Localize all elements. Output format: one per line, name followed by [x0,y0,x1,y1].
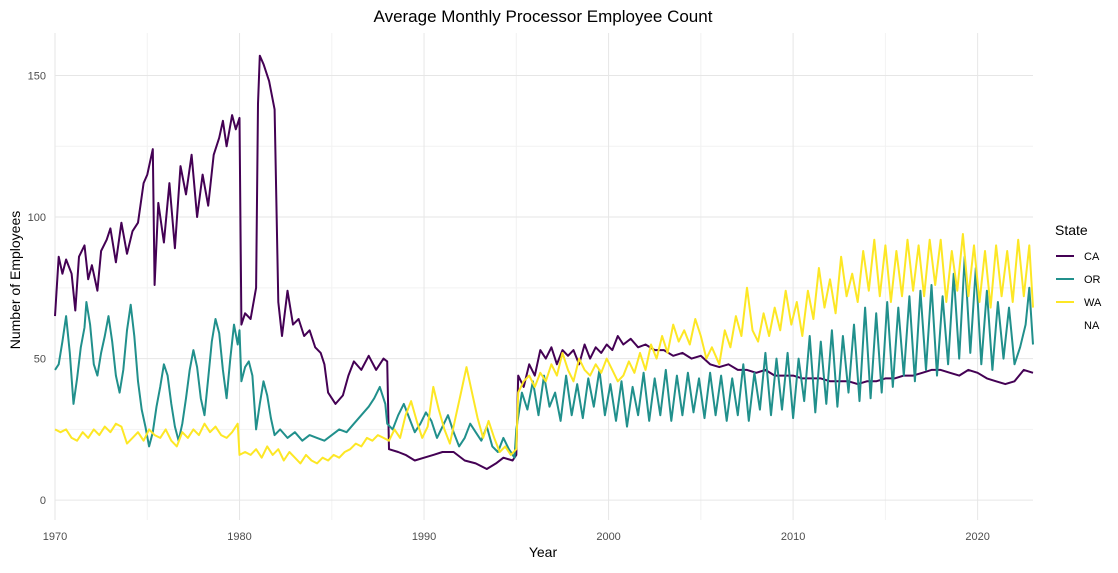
x-tick-label: 2000 [596,531,620,543]
grid [54,33,1033,520]
series-line-wa [54,233,1034,465]
chart-title: Average Monthly Processor Employee Count [374,7,713,26]
y-tick-label: 100 [28,212,46,224]
x-tick-label: 1990 [412,531,436,543]
axes: 1970 1980 1990 2000 2010 2020 0 50 100 150 [28,70,990,543]
x-tick-label: 2020 [965,531,989,543]
legend-label-ca: CA [1084,251,1100,263]
legend-label-na: NA [1084,320,1100,332]
legend-label-wa: WA [1084,297,1102,309]
legend-label-or: OR [1084,274,1101,286]
x-tick-label: 1980 [227,531,251,543]
legend-title: State [1055,222,1088,238]
series-line-or [54,255,1034,459]
series-lines [54,54,1034,470]
legend: State CA OR WA NA [1055,222,1102,332]
y-tick-label: 50 [34,354,46,366]
x-axis-label: Year [529,544,558,560]
x-tick-label: 2010 [781,531,805,543]
y-axis-label: Number of Employees [7,211,23,350]
y-tick-label: 150 [28,70,46,82]
x-tick-label: 1970 [43,531,67,543]
y-tick-label: 0 [40,495,46,507]
